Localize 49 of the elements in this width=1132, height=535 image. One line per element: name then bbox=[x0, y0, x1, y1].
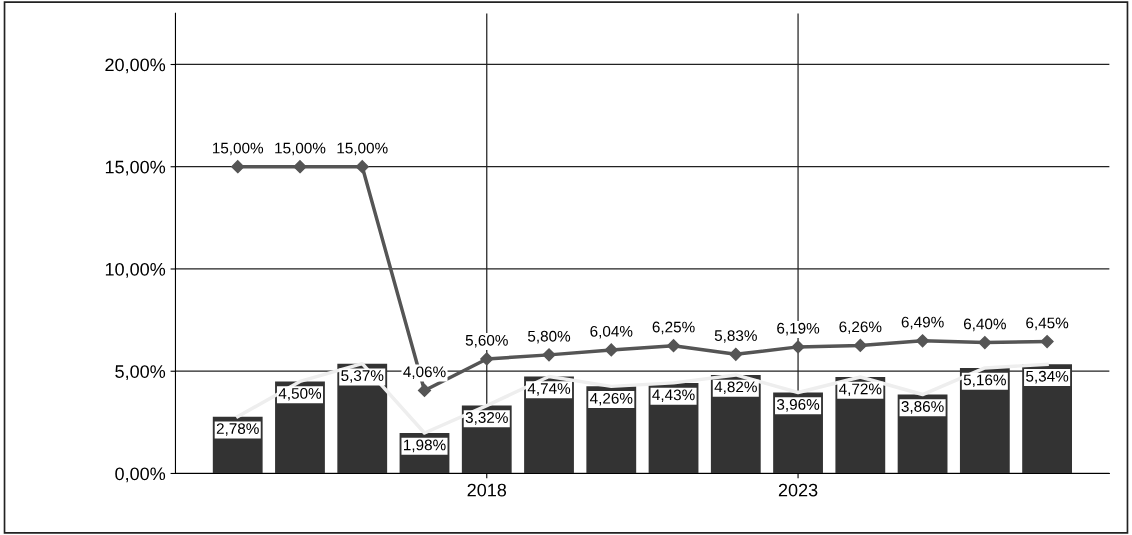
point bbox=[915, 334, 930, 348]
point bbox=[480, 352, 494, 366]
data-label: 5,80% bbox=[527, 330, 571, 344]
data-label: 4,26% bbox=[589, 392, 633, 406]
data-label: 4,72% bbox=[839, 383, 882, 397]
data-label: 4,43% bbox=[652, 389, 695, 403]
point bbox=[666, 339, 681, 353]
data-label: 3,96% bbox=[776, 399, 820, 412]
data-label: 4,06% bbox=[403, 366, 446, 380]
point bbox=[791, 340, 805, 354]
data-label: 1,98% bbox=[404, 439, 446, 453]
point bbox=[978, 336, 992, 350]
data-label: 6,40% bbox=[963, 318, 1006, 332]
point bbox=[293, 160, 307, 174]
point bbox=[729, 347, 743, 361]
point bbox=[542, 348, 556, 362]
y-tick-label: 20,00% bbox=[105, 58, 166, 74]
data-label: 15,00% bbox=[275, 142, 326, 156]
y-tick-label: 5,00% bbox=[115, 365, 166, 381]
y-tick-label: 10,00% bbox=[105, 262, 166, 278]
data-label: 3,86% bbox=[901, 401, 944, 414]
data-label: 3,32% bbox=[465, 412, 508, 425]
data-label: 6,49% bbox=[901, 316, 944, 330]
data-label: 4,74% bbox=[527, 383, 571, 396]
point bbox=[853, 338, 867, 353]
data-label: 6,45% bbox=[1026, 317, 1069, 331]
y-tick-label: 15,00% bbox=[105, 160, 166, 176]
data-label: 4,82% bbox=[714, 381, 757, 395]
point bbox=[417, 383, 432, 398]
data-label: 15,00% bbox=[212, 142, 264, 156]
data-label: 6,26% bbox=[839, 321, 882, 335]
point bbox=[355, 160, 369, 174]
y-tick-label: 0,00% bbox=[115, 467, 166, 483]
data-label: 6,19% bbox=[777, 322, 820, 336]
data-label: 15,00% bbox=[337, 142, 388, 156]
point bbox=[231, 160, 245, 174]
point bbox=[1040, 334, 1054, 349]
point bbox=[604, 343, 618, 357]
data-label: 2,78% bbox=[216, 423, 259, 436]
data-label: 6,25% bbox=[652, 321, 695, 335]
data-label: 5,16% bbox=[963, 374, 1006, 388]
data-label: 4,50% bbox=[278, 387, 322, 401]
data-label: 5,37% bbox=[341, 370, 384, 383]
data-label: 6,04% bbox=[590, 325, 633, 339]
x-tick-label: 2018 bbox=[467, 483, 507, 497]
data-label: 5,83% bbox=[714, 330, 757, 343]
data-label: 5,34% bbox=[1026, 370, 1069, 384]
data-label: 5,60% bbox=[465, 334, 508, 348]
x-tick-label: 2023 bbox=[778, 483, 818, 497]
